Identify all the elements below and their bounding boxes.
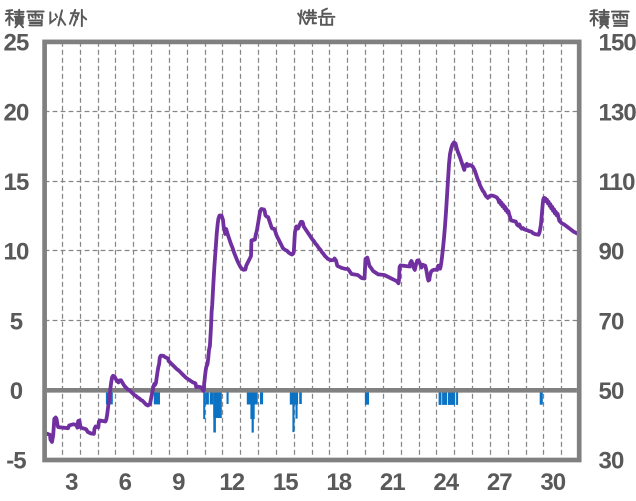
svg-text:50: 50 xyxy=(599,378,624,405)
svg-text:130: 130 xyxy=(599,99,636,126)
svg-text:9: 9 xyxy=(172,469,185,496)
svg-text:30: 30 xyxy=(599,448,624,475)
svg-text:70: 70 xyxy=(599,308,624,335)
svg-text:25: 25 xyxy=(4,30,29,57)
svg-text:-5: -5 xyxy=(6,448,26,475)
svg-text:20: 20 xyxy=(4,99,29,126)
svg-text:15: 15 xyxy=(273,469,298,496)
svg-text:24: 24 xyxy=(433,469,459,496)
svg-text:110: 110 xyxy=(599,169,636,196)
svg-text:21: 21 xyxy=(380,469,405,496)
svg-text:90: 90 xyxy=(599,239,624,266)
svg-text:0: 0 xyxy=(10,378,23,405)
svg-text:12: 12 xyxy=(219,469,244,496)
svg-text:5: 5 xyxy=(10,308,23,335)
svg-text:18: 18 xyxy=(326,469,351,496)
svg-text:30: 30 xyxy=(540,469,565,496)
svg-text:3: 3 xyxy=(65,469,78,496)
svg-text:10: 10 xyxy=(4,239,29,266)
svg-text:15: 15 xyxy=(4,169,29,196)
svg-text:27: 27 xyxy=(487,469,512,496)
svg-text:150: 150 xyxy=(599,30,636,57)
svg-text:6: 6 xyxy=(119,469,132,496)
